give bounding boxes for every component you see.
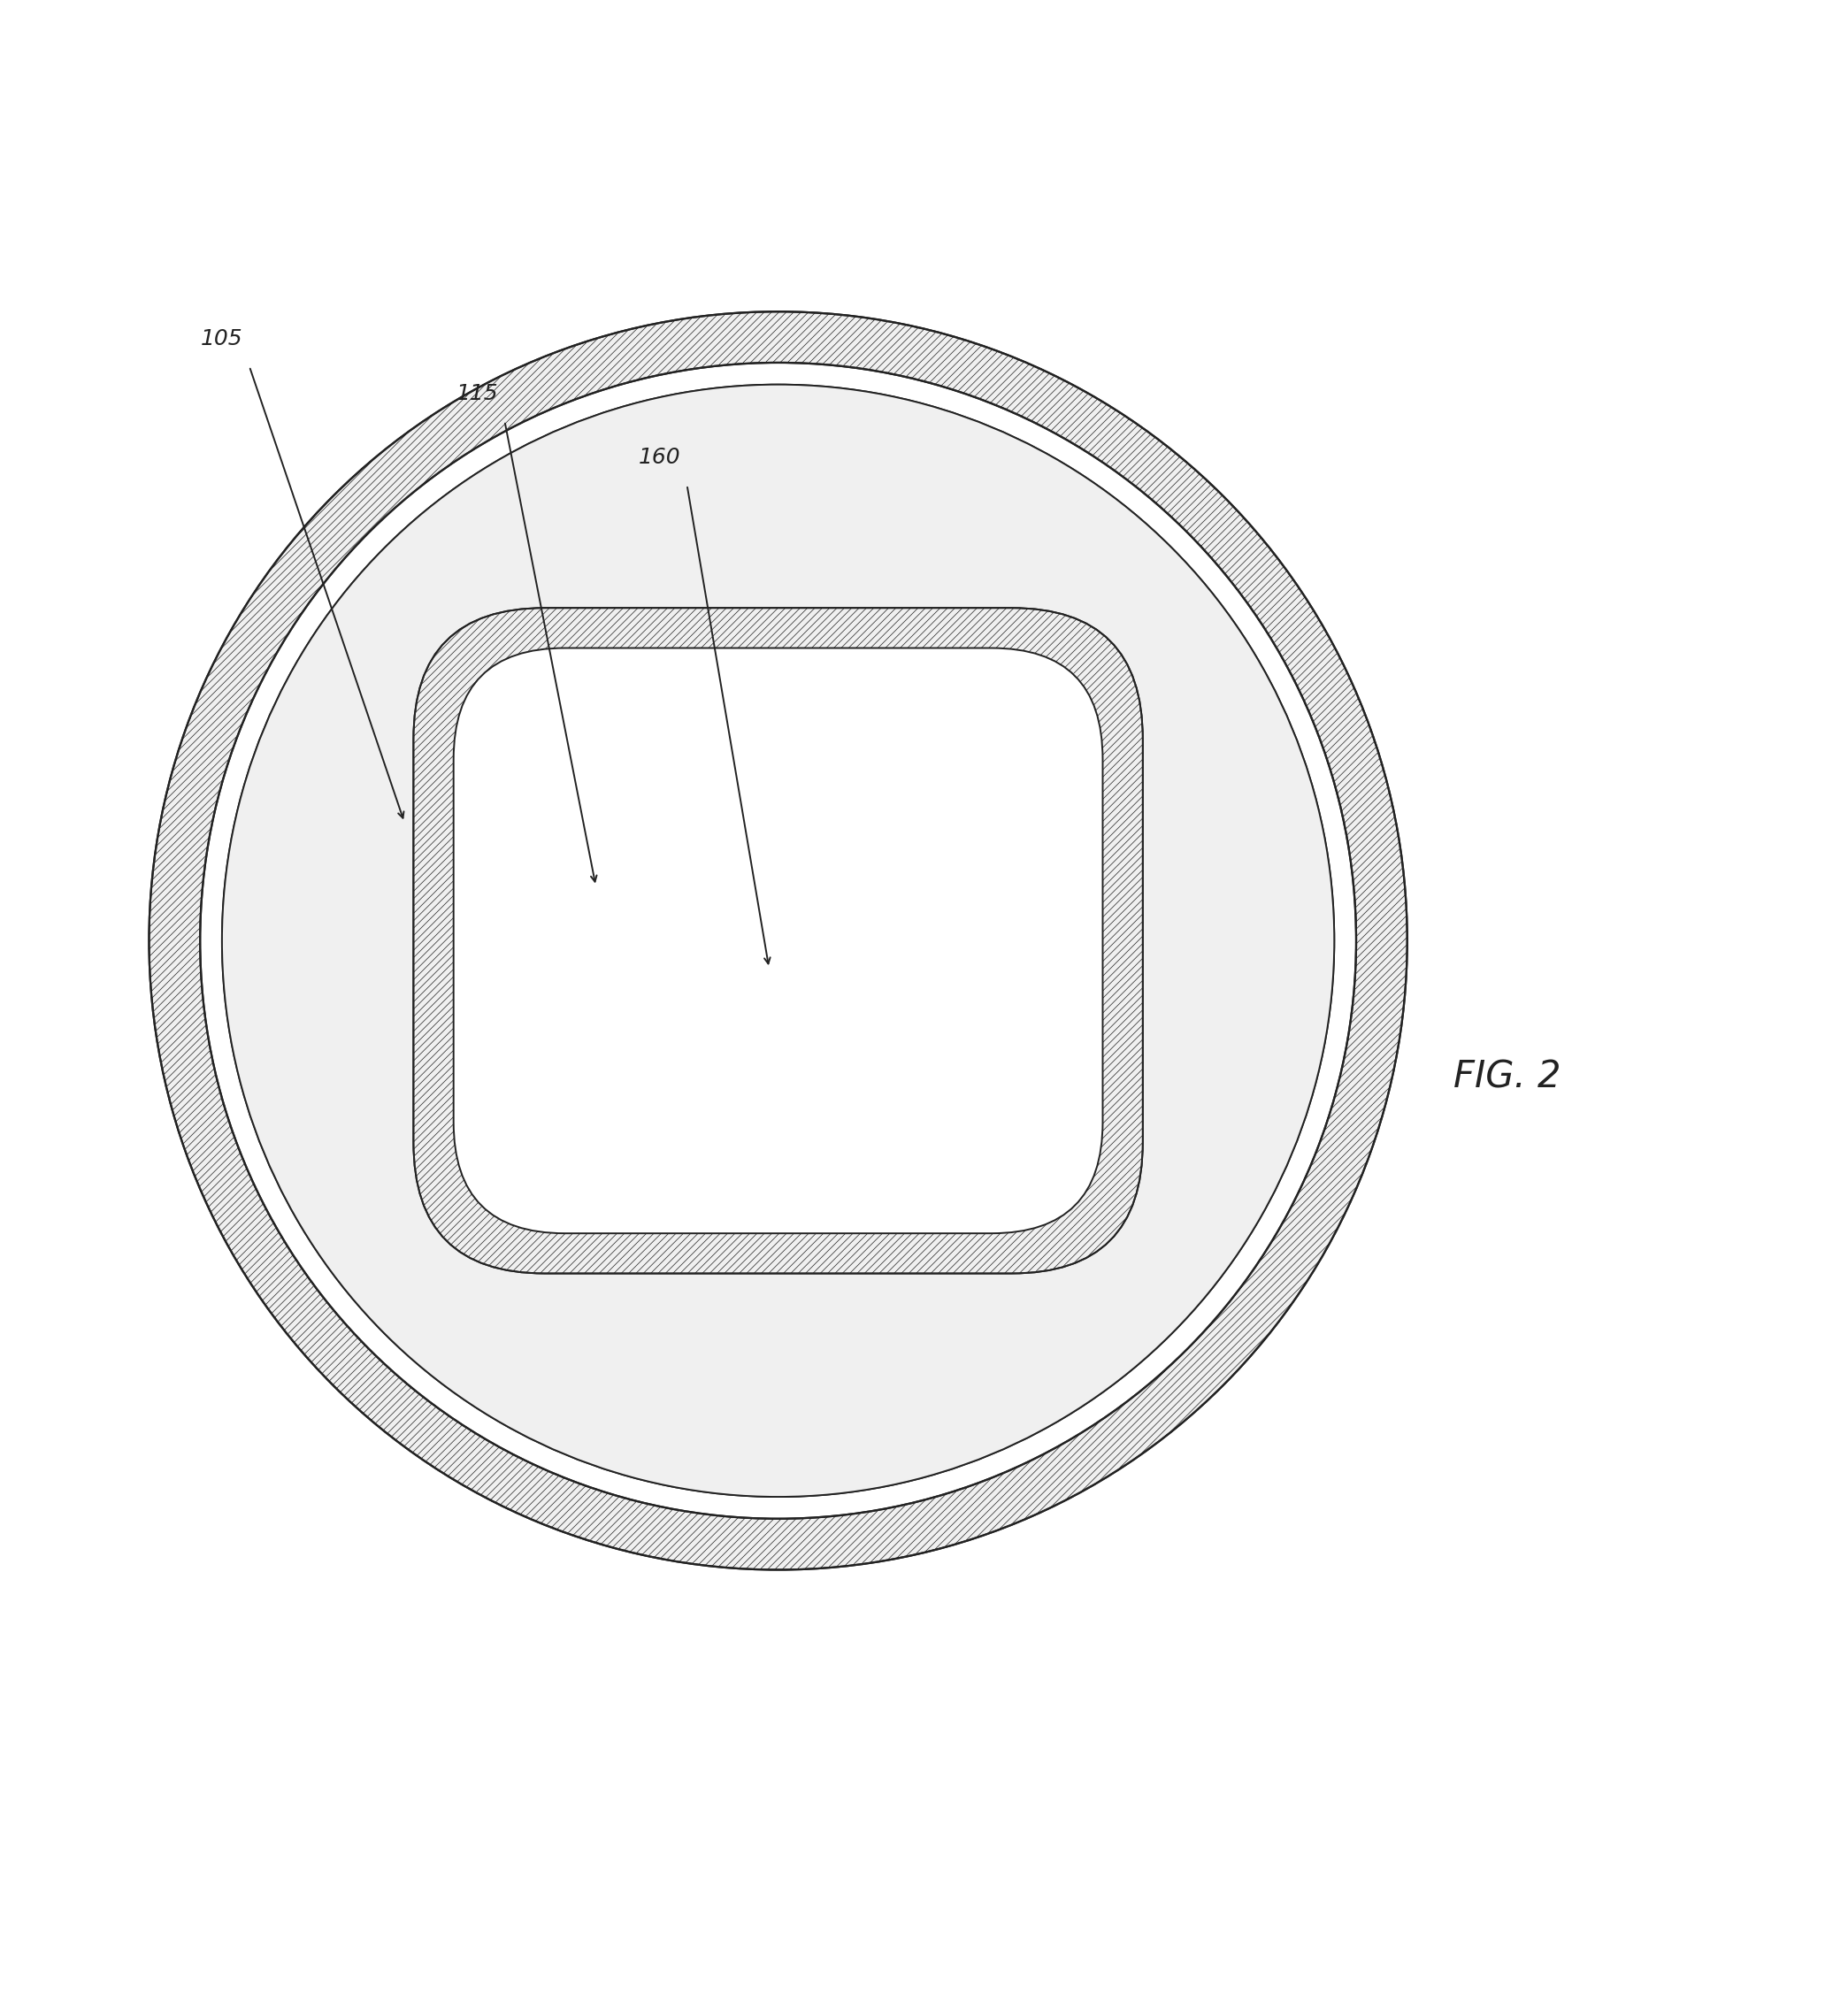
Text: 115: 115 [456,384,499,404]
Text: FIG. 2: FIG. 2 [1454,1059,1562,1097]
Circle shape [200,364,1356,1519]
Circle shape [150,311,1406,1569]
Circle shape [150,311,1406,1569]
FancyBboxPatch shape [414,609,1142,1274]
Text: 105: 105 [201,327,244,350]
FancyBboxPatch shape [453,649,1103,1234]
Text: 160: 160 [639,446,680,468]
Circle shape [222,384,1334,1497]
